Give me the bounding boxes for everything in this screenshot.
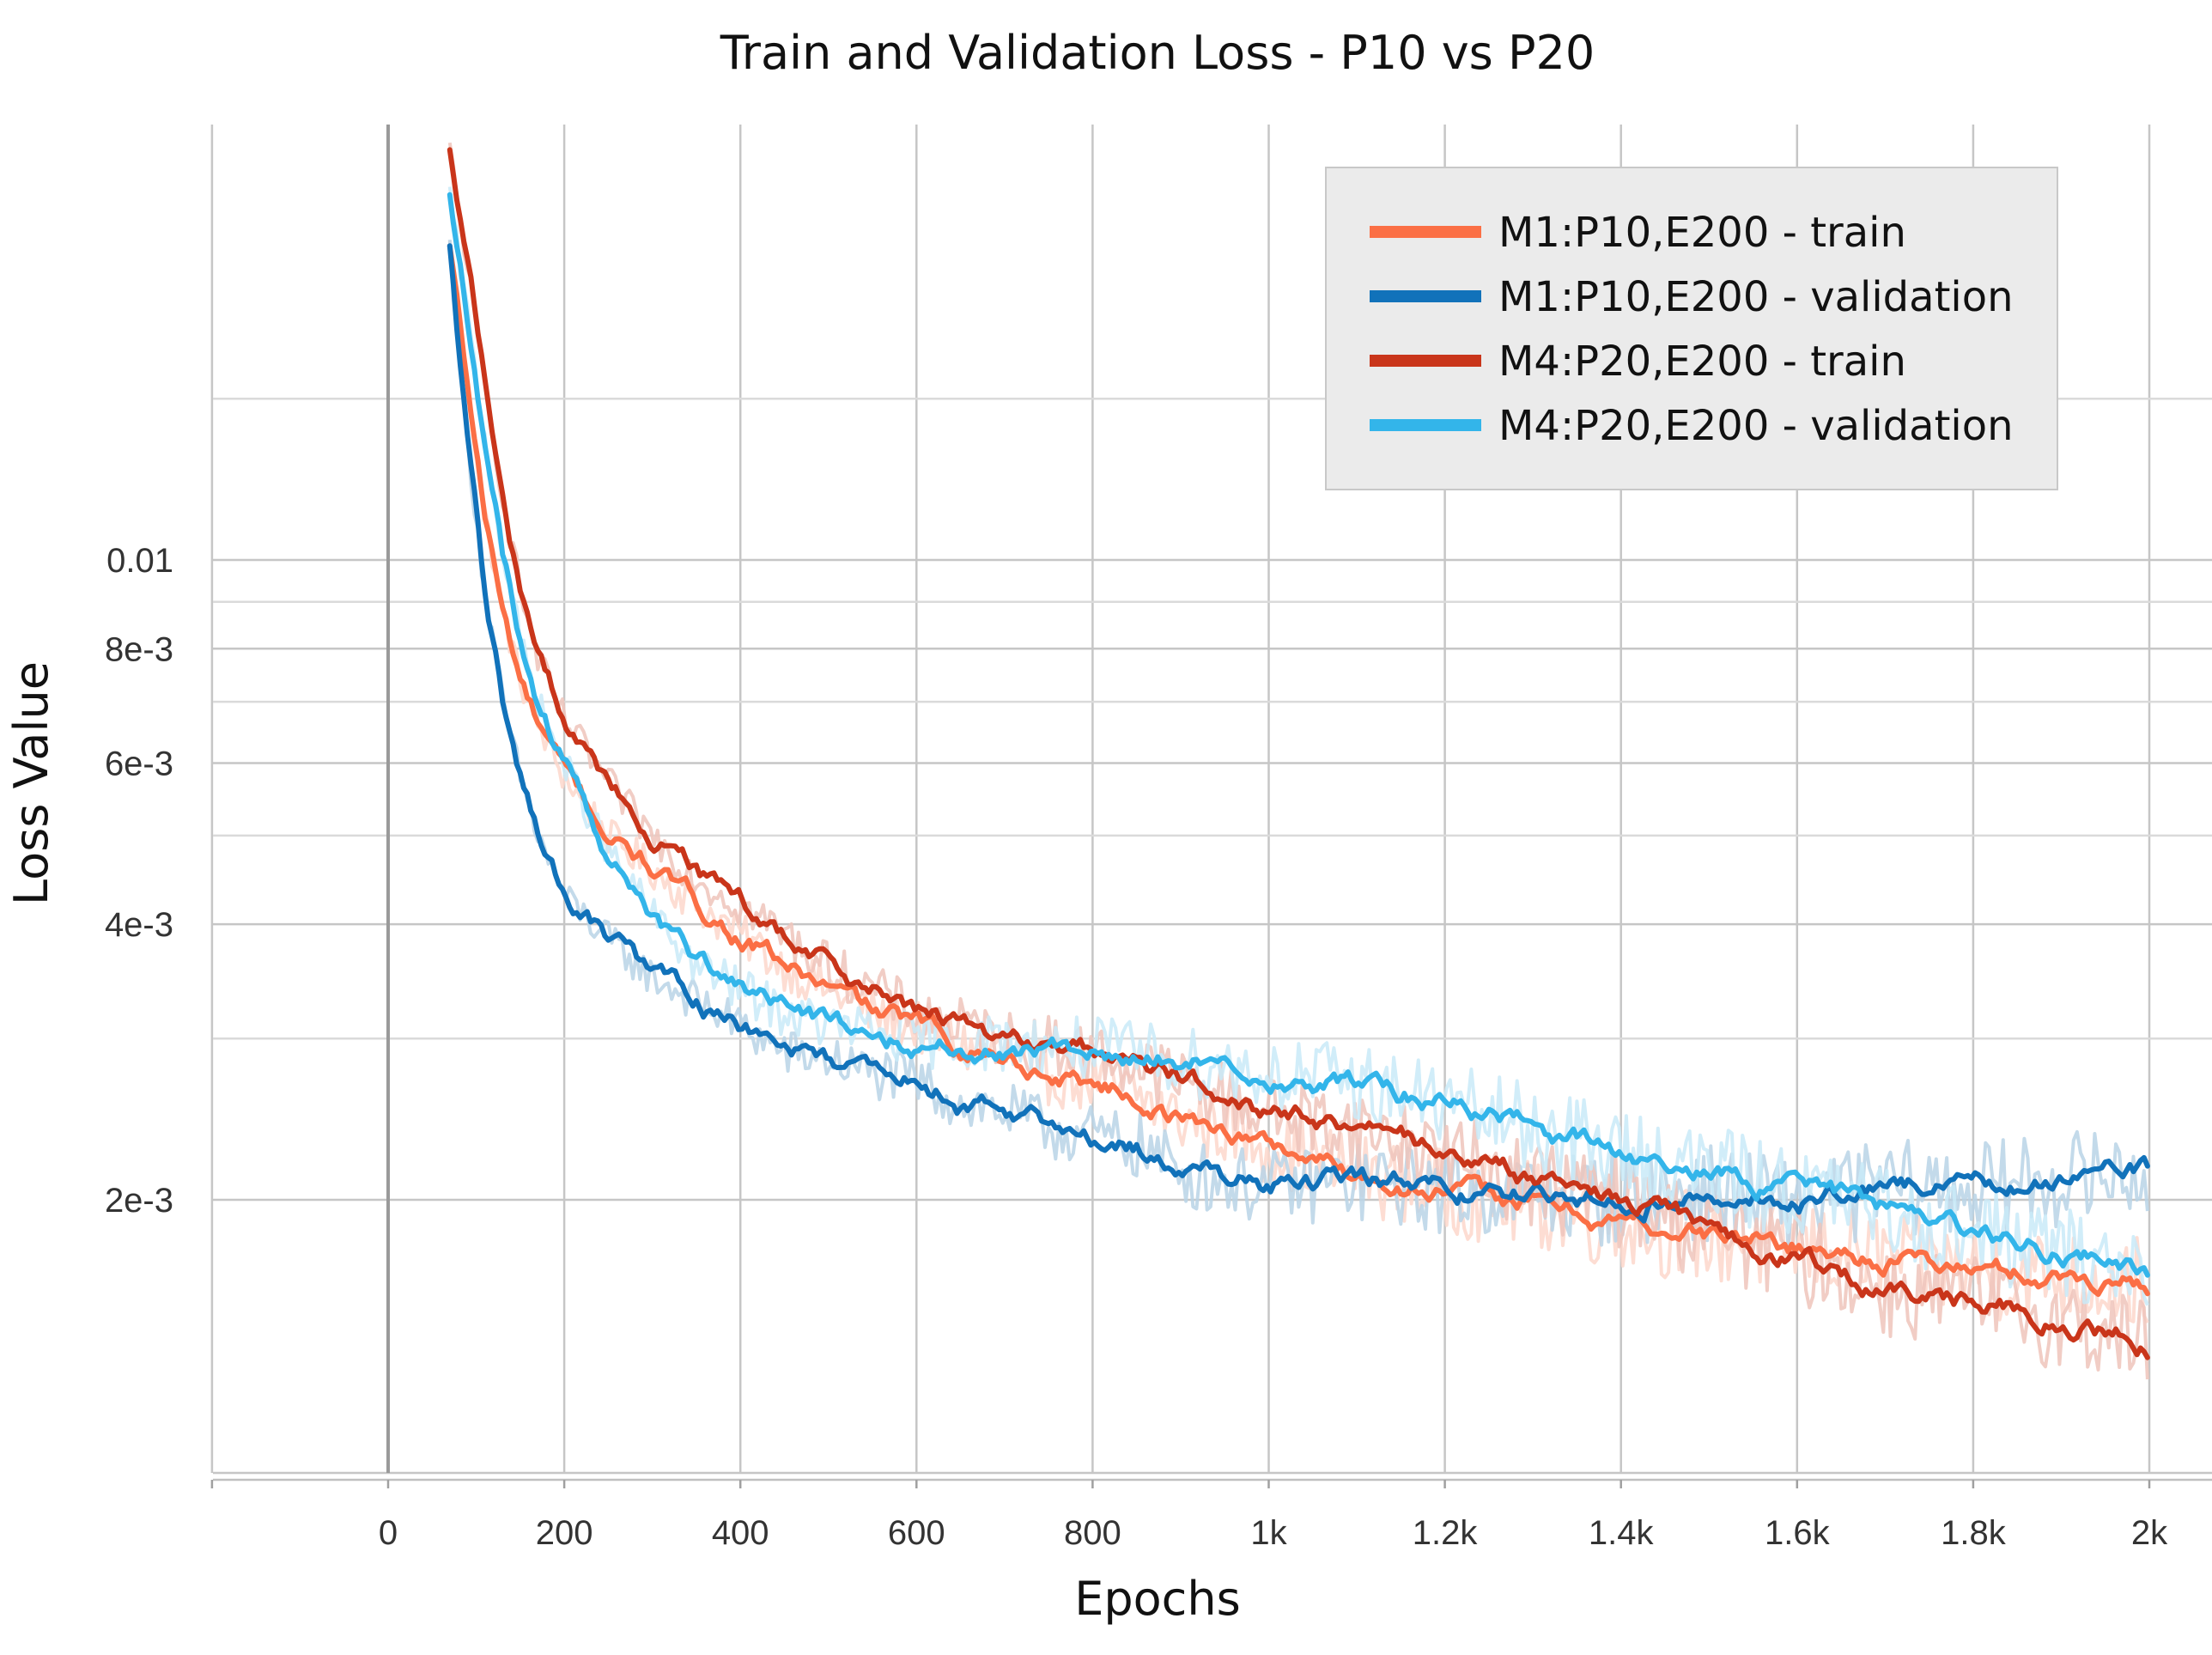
- x-tick-label: 1k: [1250, 1514, 1287, 1552]
- x-tick-label: 0: [379, 1514, 398, 1552]
- series-line: [447, 243, 2150, 1298]
- series-line: [447, 147, 2150, 1360]
- x-tick-label: 1.2k: [1413, 1514, 1479, 1552]
- y-tick-label: 0.01: [106, 542, 173, 580]
- x-tick-label: 200: [536, 1514, 593, 1552]
- x-tick-label: 1.6k: [1765, 1514, 1831, 1552]
- y-tick-label: 2e-3: [105, 1182, 173, 1220]
- x-axis-title: Epochs: [1074, 1572, 1240, 1626]
- axes: [210, 125, 2212, 1488]
- x-tick-label: 800: [1064, 1514, 1121, 1552]
- legend-label: M1:P10,E200 - validation: [1498, 273, 2014, 321]
- x-tick-label: 400: [712, 1514, 769, 1552]
- tick-labels: 0 200 400 600 800 1k 1.2k 1.4k 1.6k 1.8k 2k 0.01 8e-…: [105, 542, 2168, 1552]
- legend-label: M1:P10,E200 - train: [1498, 209, 1906, 257]
- x-tick-label: 600: [888, 1514, 945, 1552]
- series-line: [447, 243, 2150, 1224]
- x-tick-label: 2k: [2131, 1514, 2168, 1552]
- x-tick-label: 1.4k: [1589, 1514, 1655, 1552]
- y-tick-label: 6e-3: [105, 745, 173, 782]
- series-line: [447, 192, 2150, 1278]
- chart-title: Train and Validation Loss - P10 vs P20: [720, 26, 1595, 80]
- y-axis-title: Loss Value: [4, 661, 58, 905]
- legend: M1:P10,E200 - train M1:P10,E200 - validat…: [1325, 167, 2058, 490]
- y-tick-label: 4e-3: [105, 906, 173, 944]
- raw-series-line: [447, 239, 2149, 1253]
- legend-box: [1325, 167, 2058, 490]
- series-group: [447, 147, 2150, 1360]
- raw-series-line: [447, 240, 2149, 1323]
- x-tick-label: 1.8k: [1941, 1514, 2007, 1552]
- legend-label: M4:P20,E200 - train: [1498, 338, 1906, 386]
- y-tick-label: 8e-3: [105, 630, 173, 668]
- legend-label: M4:P20,E200 - validation: [1498, 402, 2014, 450]
